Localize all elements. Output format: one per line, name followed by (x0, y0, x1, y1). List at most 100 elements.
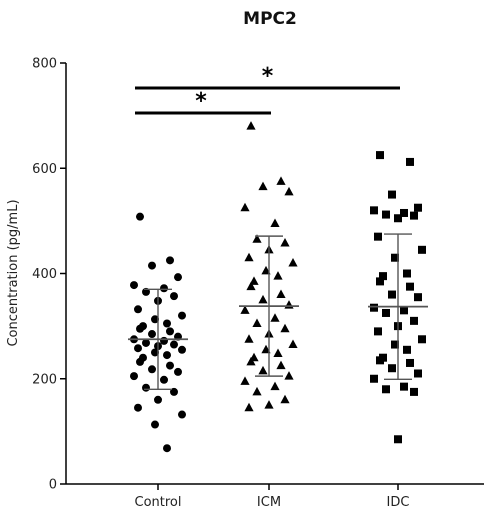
y-tick-label: 800 (32, 57, 57, 72)
data-point (406, 282, 414, 291)
data-point (148, 330, 156, 339)
data-point (284, 371, 294, 380)
data-point (400, 306, 408, 315)
data-point (388, 290, 396, 299)
data-point (388, 190, 396, 199)
data-point (136, 212, 144, 221)
data-point (284, 300, 294, 309)
data-point (288, 339, 298, 349)
data-point (400, 382, 408, 391)
data-point (264, 400, 274, 409)
data-point (376, 277, 384, 286)
data-point (391, 253, 399, 262)
data-point (142, 338, 150, 347)
plot-area: 0 200 400 600 800 Control ICM IDC * * (32, 57, 484, 510)
data-point (374, 232, 382, 241)
data-point (246, 121, 256, 130)
data-point (376, 151, 384, 160)
data-point (163, 319, 171, 328)
data-point (270, 313, 280, 322)
data-point (276, 176, 286, 185)
data-point (151, 315, 159, 324)
data-point (370, 206, 378, 215)
data-point (273, 348, 283, 357)
data-point (258, 294, 268, 304)
data-point (148, 261, 156, 270)
data-point (130, 372, 138, 381)
data-point (406, 157, 414, 166)
data-point (160, 375, 168, 384)
data-point (280, 237, 290, 247)
data-point (370, 303, 378, 312)
data-point (258, 181, 268, 191)
data-point (166, 361, 174, 370)
data-point (246, 356, 256, 366)
data-point (166, 256, 174, 265)
data-point (163, 351, 171, 360)
data-point (134, 403, 142, 412)
data-point (246, 281, 256, 291)
data-point (394, 435, 402, 444)
data-point (151, 420, 159, 429)
data-point (240, 202, 250, 212)
data-point (240, 376, 250, 385)
data-point (382, 210, 390, 219)
data-point (142, 383, 150, 392)
data-point (414, 203, 422, 212)
data-point (270, 218, 280, 228)
data-point (382, 308, 390, 317)
data-point (151, 348, 159, 357)
y-tick-label: 0 (49, 478, 57, 493)
data-point (288, 257, 298, 267)
y-axis-label: Concentration (pg/mL) (6, 199, 21, 346)
data-point (276, 289, 286, 299)
data-point (136, 357, 144, 366)
data-point (134, 344, 142, 353)
data-point (244, 334, 254, 343)
data-point (376, 356, 384, 365)
data-point (174, 273, 182, 282)
data-point (270, 381, 280, 391)
data-point (382, 385, 390, 394)
data-point (388, 364, 396, 373)
data-point (244, 402, 254, 412)
data-point (414, 293, 422, 302)
data-point (136, 324, 144, 333)
data-point (374, 327, 382, 336)
data-point (174, 367, 182, 376)
data-point (170, 340, 178, 349)
y-tick-label: 200 (32, 372, 57, 387)
data-point (400, 208, 408, 217)
data-point (240, 305, 250, 314)
data-point (391, 340, 399, 349)
data-point (414, 369, 422, 378)
data-point (403, 269, 411, 278)
data-point (148, 365, 156, 374)
data-point (249, 276, 259, 285)
data-point (258, 365, 268, 375)
data-point (418, 335, 426, 344)
data-point (280, 323, 290, 333)
data-point (178, 410, 186, 419)
data-point (252, 386, 262, 396)
data-point (170, 292, 178, 301)
data-point (252, 318, 262, 327)
data-point (410, 387, 418, 396)
x-tick-label: ICM (257, 495, 281, 510)
y-tick-label: 600 (32, 162, 57, 177)
data-point (178, 311, 186, 320)
data-point (403, 345, 411, 354)
y-tick-label: 400 (32, 267, 57, 282)
x-tick-label: Control (135, 495, 182, 510)
data-point (166, 327, 174, 336)
data-point (284, 186, 294, 196)
data-point (280, 394, 290, 404)
data-point (394, 214, 402, 223)
data-point (410, 316, 418, 325)
data-point (273, 271, 283, 280)
x-tick-label: IDC (387, 495, 410, 510)
data-point (410, 211, 418, 220)
data-point (134, 305, 142, 314)
data-point (276, 360, 286, 370)
